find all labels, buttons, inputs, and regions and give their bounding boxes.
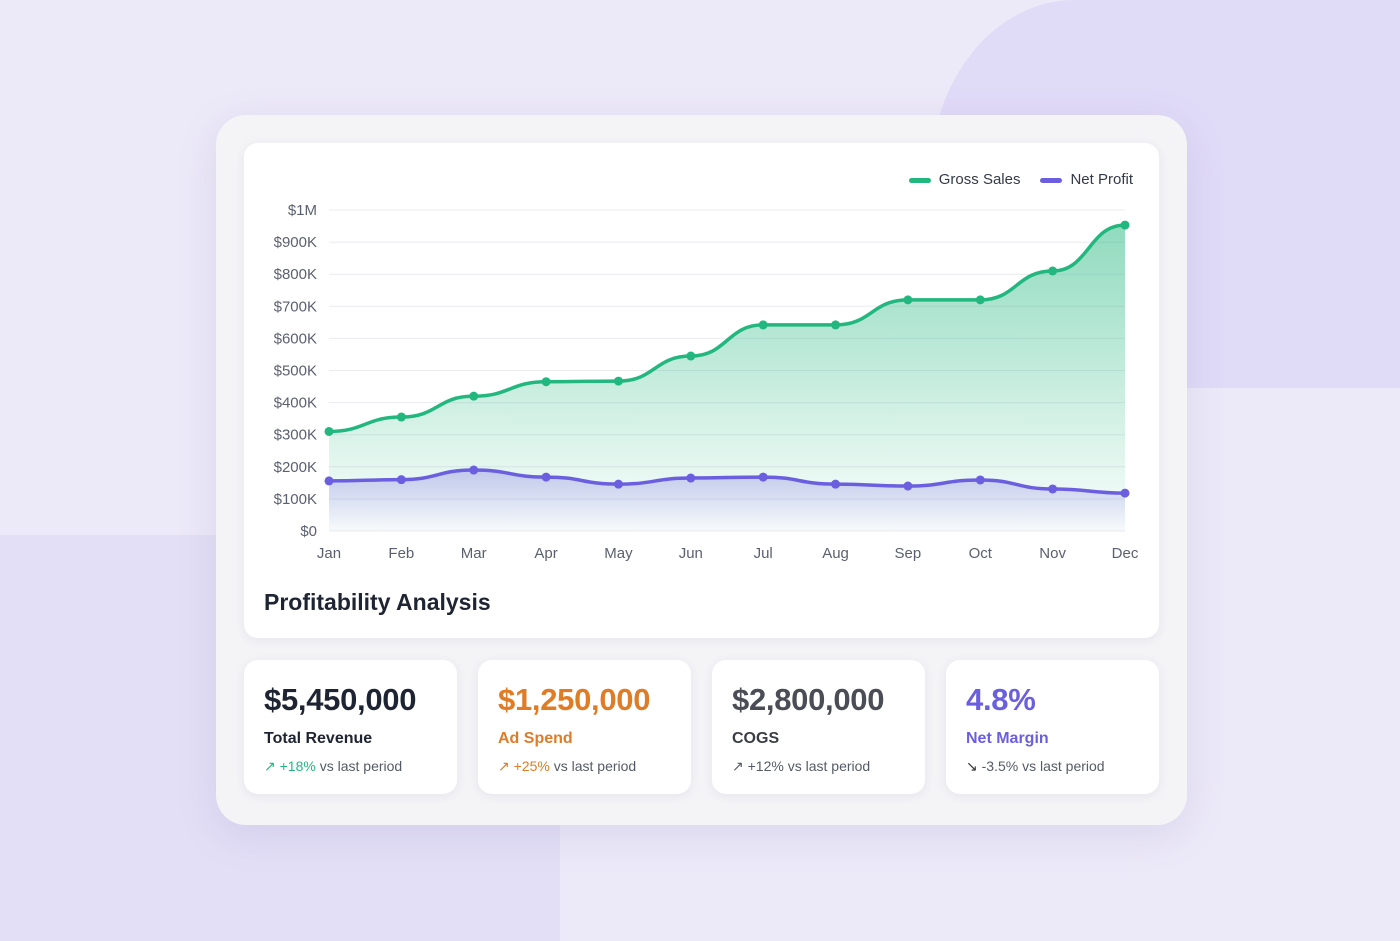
series-line-net-profit [327, 468, 1127, 495]
data-point[interactable] [613, 479, 623, 489]
legend-swatch [908, 177, 931, 183]
x-tick-label: Feb [388, 545, 414, 562]
stat-value: 4.8% [966, 682, 1036, 717]
legend-item-gross-sales[interactable]: Gross Sales [908, 171, 1021, 188]
y-tick-label: $100K [274, 491, 317, 508]
stat-change: ↗ +18% vs last period [264, 758, 437, 775]
x-tick-label: Aug [822, 545, 849, 562]
stat-value: $2,800,000 [732, 682, 885, 717]
data-point[interactable] [758, 472, 768, 482]
y-tick-label: $200K [274, 459, 317, 476]
stat-label: Net Margin [966, 730, 1049, 747]
chart-legend: Gross Sales Net Profit [908, 171, 1133, 188]
stat-change: ↘ -3.5% vs last period [966, 758, 1139, 775]
data-point[interactable] [541, 472, 551, 482]
stat-change: ↗ +25% vs last period [498, 758, 671, 775]
change-percent: -3.5% [981, 758, 1019, 774]
data-point[interactable] [1048, 266, 1058, 276]
y-tick-label: $400K [274, 395, 317, 412]
y-tick-label: $900K [274, 234, 317, 251]
chart-card: $0 $100K $200K $300K $400K $500K $600K $700K $80… [244, 143, 1159, 638]
change-suffix: vs last period [315, 758, 403, 774]
y-tick-label: $700K [274, 298, 317, 315]
change-percent: +12% [747, 758, 784, 774]
x-tick-label: Jul [754, 545, 773, 562]
y-tick-label: $1M [288, 202, 317, 219]
stat-card-net-margin: 4.8% Net Margin ↘ -3.5% vs last period [946, 660, 1159, 794]
data-point[interactable] [903, 295, 913, 305]
stat-label: Ad Spend [498, 730, 573, 747]
stat-card-cogs: $2,800,000 COGS ↗ +12% vs last period [712, 660, 925, 794]
data-point[interactable] [469, 465, 479, 475]
series-line-gross-sales [327, 223, 1127, 434]
data-point[interactable] [686, 351, 696, 361]
data-point[interactable] [1120, 488, 1130, 498]
legend-label: Gross Sales [938, 171, 1021, 188]
stat-card-total-revenue: $5,450,000 Total Revenue ↗ +18% vs last … [244, 660, 457, 794]
chart-title: Profitability Analysis [264, 589, 491, 615]
data-point[interactable] [469, 391, 479, 401]
data-point[interactable] [613, 376, 623, 386]
y-tick-label: $600K [274, 330, 317, 347]
data-point[interactable] [903, 481, 913, 491]
change-suffix: vs last period [1018, 758, 1105, 774]
x-tick-label: Mar [461, 545, 487, 562]
data-point[interactable] [975, 295, 985, 305]
data-point[interactable] [831, 320, 841, 330]
x-tick-label: Apr [534, 545, 557, 562]
change-percent: +25% [513, 758, 550, 774]
legend-swatch [1040, 177, 1063, 183]
stat-card-ad-spend: $1,250,000 Ad Spend ↗ +25% vs last perio… [478, 660, 691, 794]
change-percent: +18% [279, 758, 316, 774]
data-point[interactable] [686, 473, 696, 483]
data-point[interactable] [975, 475, 985, 485]
data-point[interactable] [541, 377, 551, 387]
x-tick-label: May [604, 545, 633, 562]
stat-change: ↗ +12% vs last period [732, 758, 905, 775]
stat-label: COGS [732, 730, 780, 747]
change-suffix: vs last period [549, 758, 637, 774]
data-point[interactable] [396, 475, 406, 485]
stat-value: $5,450,000 [264, 682, 417, 717]
x-tick-label: Jan [317, 545, 341, 562]
x-tick-label: Dec [1112, 545, 1139, 562]
data-point[interactable] [1048, 484, 1058, 494]
legend-item-net-profit[interactable]: Net Profit [1040, 171, 1133, 188]
change-suffix: vs last period [783, 758, 871, 774]
y-tick-label: $0 [300, 523, 317, 540]
x-tick-label: Nov [1039, 545, 1066, 562]
stat-label: Total Revenue [264, 730, 373, 747]
trend-up-icon: ↗ [732, 758, 744, 774]
trend-up-icon: ↗ [498, 758, 510, 774]
stat-value: $1,250,000 [498, 682, 651, 717]
legend-label: Net Profit [1070, 171, 1133, 188]
dashboard-panel: $0 $100K $200K $300K $400K $500K $600K $700K $80… [216, 115, 1187, 825]
series-area-net-profit [329, 470, 1125, 531]
trend-down-icon: ↘ [966, 758, 978, 774]
y-tick-label: $800K [274, 266, 317, 283]
y-tick-label: $300K [274, 427, 317, 444]
data-point[interactable] [324, 476, 334, 486]
data-point[interactable] [324, 426, 334, 436]
x-tick-label: Jun [679, 545, 703, 562]
data-point[interactable] [1120, 220, 1130, 230]
profitability-chart: $0 $100K $200K $300K $400K $500K $600K $700K $80… [274, 202, 1139, 562]
trend-up-icon: ↗ [264, 758, 276, 774]
data-point[interactable] [758, 320, 768, 330]
data-point[interactable] [831, 479, 841, 489]
x-tick-label: Sep [895, 545, 922, 562]
y-tick-label: $500K [274, 363, 317, 380]
data-point[interactable] [396, 412, 406, 422]
x-tick-label: Oct [969, 545, 993, 562]
